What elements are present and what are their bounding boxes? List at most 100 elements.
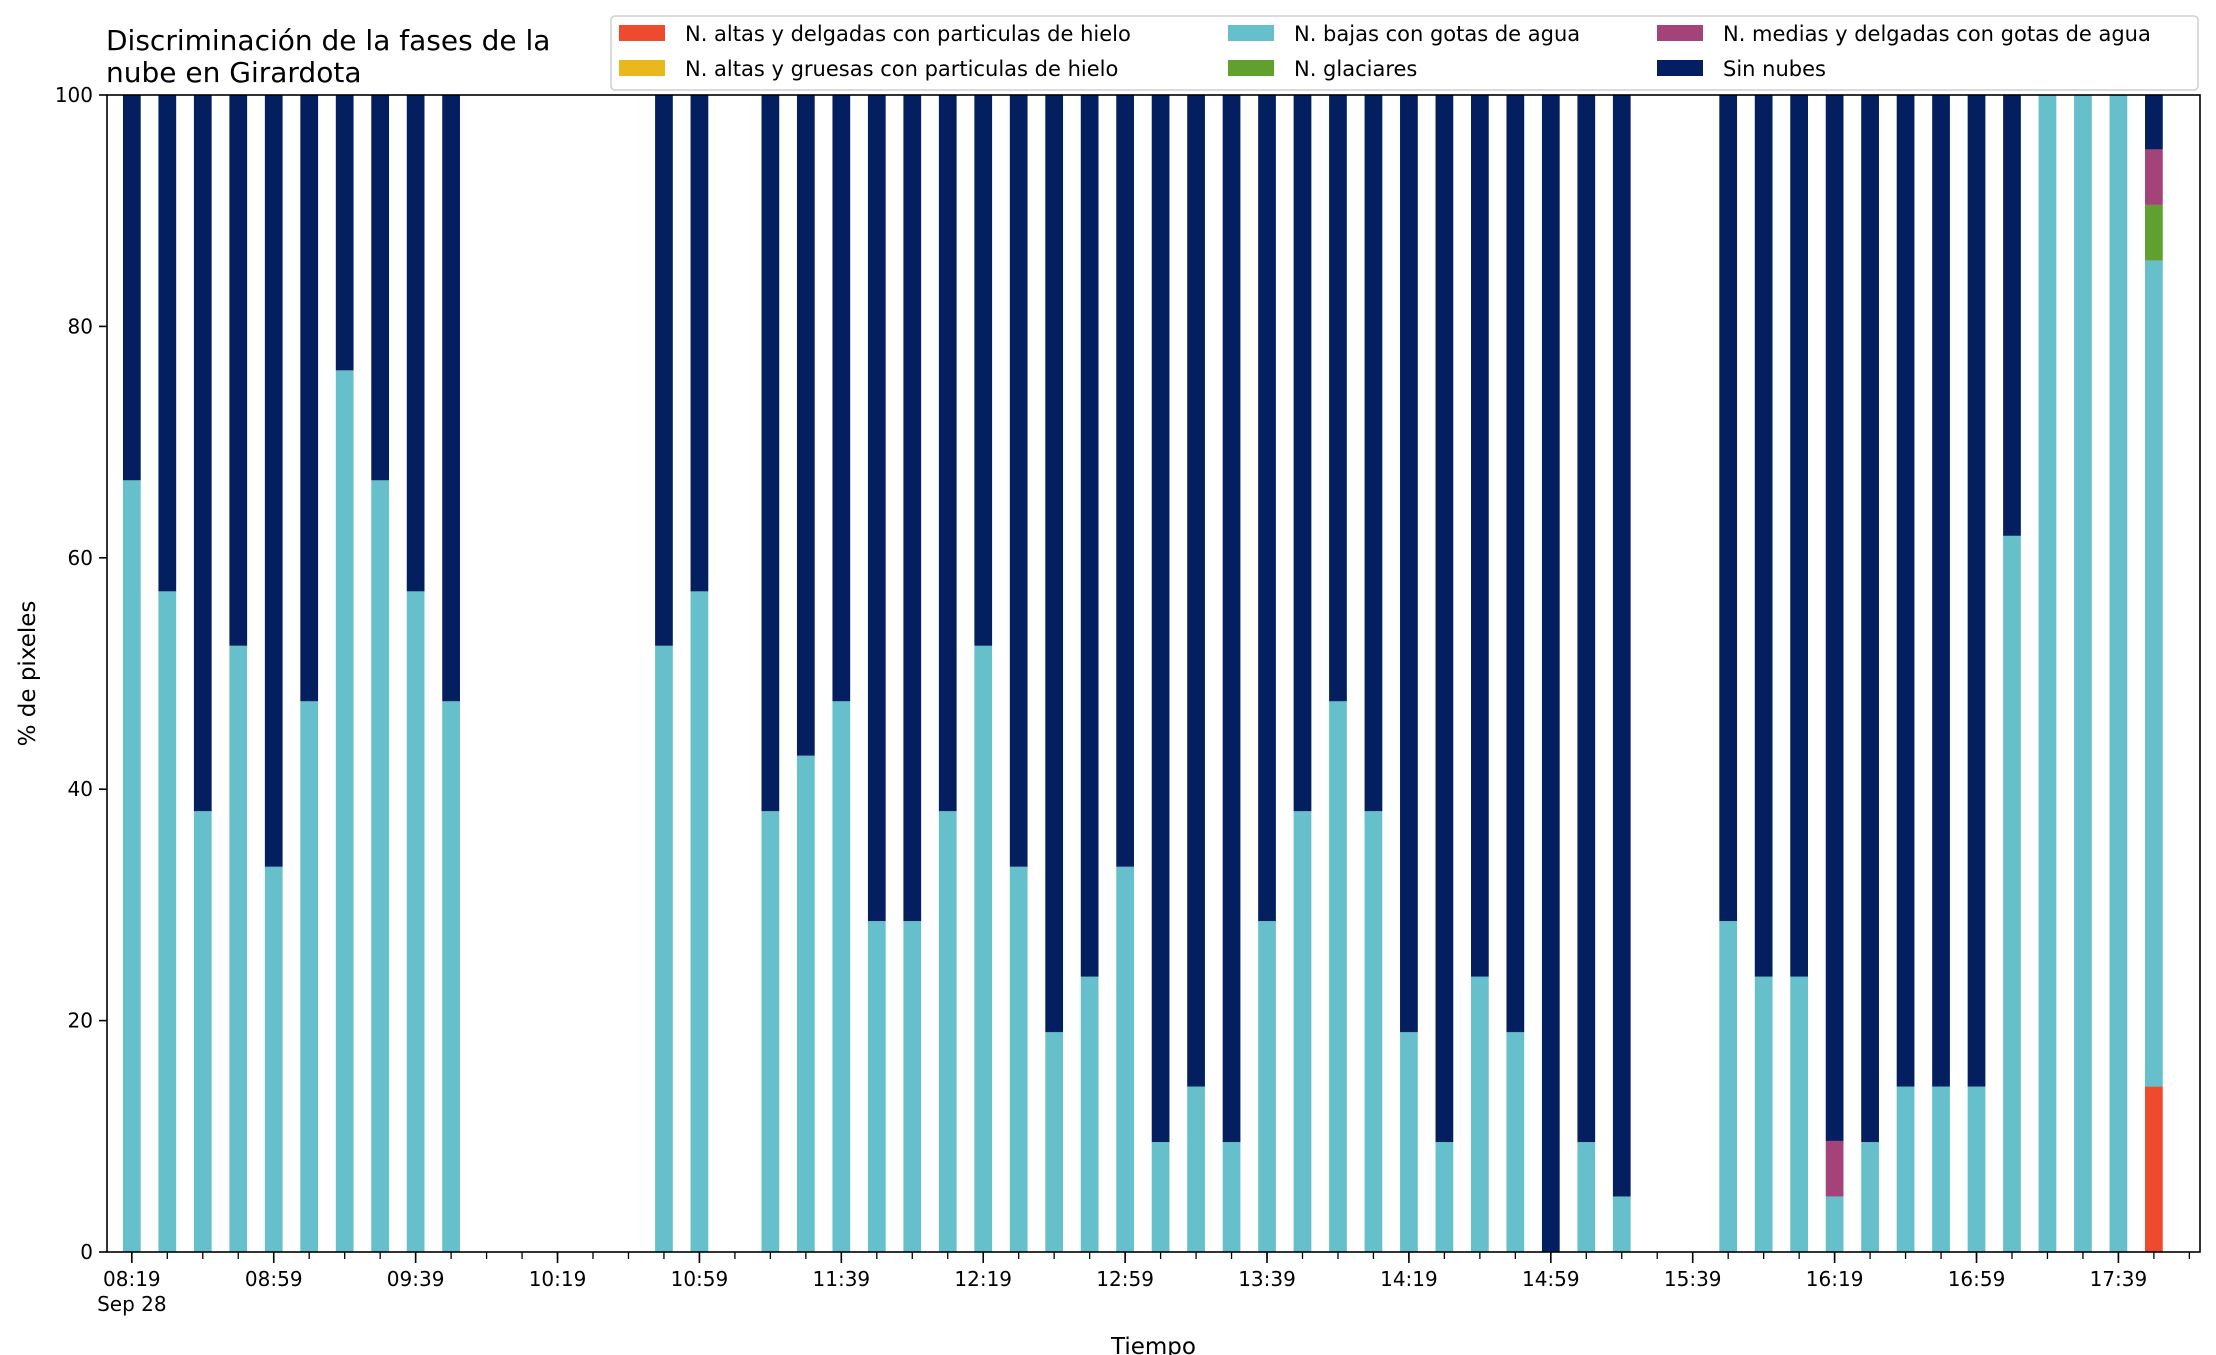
bar-segment: [1719, 95, 1738, 922]
bar-segment: [158, 95, 177, 592]
legend-label: N. altas y gruesas con particulas de hie…: [685, 57, 1118, 81]
bar-segment: [1825, 95, 1844, 1141]
x-tick-label: 13:39: [1238, 1267, 1296, 1291]
bar-segment: [1754, 976, 1773, 1252]
bar-segment: [1470, 976, 1489, 1252]
y-tick-label: 20: [68, 1009, 93, 1033]
plot-area-frame: [106, 94, 2201, 1253]
bar-segment: [193, 95, 212, 812]
bar-segment: [1577, 1142, 1596, 1252]
bar-segment: [1293, 811, 1312, 1252]
bar-segment: [1151, 95, 1170, 1143]
bar-segment: [1435, 1142, 1454, 1252]
bar-segment: [1258, 921, 1276, 1252]
bar-segment: [1116, 95, 1134, 867]
legend-label: N. altas y delgadas con particulas de hi…: [685, 22, 1131, 46]
bar-segment: [761, 811, 780, 1252]
x-date-label: Sep 28: [97, 1292, 167, 1316]
bar-segment: [1967, 95, 1986, 1087]
legend: N. altas y delgadas con particulas de hi…: [610, 15, 2199, 91]
x-tick-label: 16:19: [1806, 1267, 1864, 1291]
x-tick-label: 14:59: [1522, 1267, 1580, 1291]
x-axis-label: Tiempo: [1110, 1334, 1196, 1355]
bar-segment: [903, 921, 922, 1252]
legend-swatch: [1228, 25, 1274, 41]
bar-segment: [1896, 1086, 1915, 1252]
bar-segment: [300, 701, 319, 1252]
y-tick-label: 40: [68, 777, 93, 801]
bar-segment: [1187, 1086, 1205, 1252]
x-tick-label: 16:59: [1948, 1267, 2006, 1291]
bar-segment: [2003, 535, 2021, 1252]
x-tick-label: 14:19: [1380, 1267, 1438, 1291]
x-tick-label: 08:19: [103, 1267, 161, 1291]
bar-segment: [1541, 95, 1560, 1252]
chart-title-line: nube en Girardota: [106, 56, 361, 89]
y-axis: 0 20 40 60 80 100: [55, 83, 107, 1264]
legend-swatch: [619, 25, 665, 41]
bar-segment: [1861, 95, 1879, 1143]
bar-segment: [1825, 1140, 1844, 1197]
bar-segment: [335, 95, 354, 371]
bar-segment: [796, 755, 815, 1252]
bar-segment: [442, 95, 460, 702]
bar-segment: [193, 811, 212, 1252]
bar-segment: [1329, 95, 1347, 702]
bar-segment: [371, 95, 390, 481]
y-tick-label: 80: [68, 314, 93, 338]
legend-label: N. medias y delgadas con gotas de agua: [1723, 22, 2151, 46]
bar-segment: [1187, 95, 1205, 1087]
bar-segment: [1116, 866, 1134, 1252]
bar-segment: [1470, 95, 1489, 977]
bar-segment: [122, 480, 141, 1252]
bar-segment: [2074, 95, 2092, 1252]
bar-segment: [122, 95, 141, 481]
bar-segment: [1577, 95, 1596, 1143]
bar-segment: [2145, 149, 2163, 205]
legend-label: Sin nubes: [1723, 57, 1826, 81]
bar-segment: [300, 95, 319, 702]
y-axis-label: % de pixeles: [15, 601, 41, 747]
x-tick-label: 10:19: [529, 1267, 587, 1291]
bar-segment: [832, 701, 851, 1252]
bar-segment: [1825, 1196, 1844, 1252]
bar-segment: [229, 95, 248, 646]
bar-segment: [1293, 95, 1312, 812]
legend-label: N. glaciares: [1294, 57, 1417, 81]
bar-segment: [2109, 95, 2128, 1252]
bar-segment: [1932, 1086, 1950, 1252]
bar-segment: [158, 591, 177, 1252]
bar-segment: [406, 95, 425, 592]
bar-segment: [2038, 95, 2057, 1252]
bar-segment: [1364, 811, 1383, 1252]
bar-segment: [974, 645, 993, 1252]
chart-title-line: Discriminación de la fases de la: [106, 24, 550, 57]
bar-segment: [655, 95, 673, 646]
bar-segment: [2145, 260, 2163, 1087]
x-tick-label: 09:39: [387, 1267, 445, 1291]
bar-segment: [761, 95, 780, 812]
bar-segment: [1612, 1196, 1631, 1252]
x-tick-label: 12:19: [954, 1267, 1012, 1291]
bar-segment: [1612, 95, 1631, 1197]
bar-segment: [796, 95, 815, 756]
bar-segment: [406, 591, 425, 1252]
bar-segment: [1932, 95, 1950, 1087]
bar-segment: [690, 95, 709, 592]
x-tick-label: 08:59: [245, 1267, 303, 1291]
y-tick-label: 0: [80, 1240, 93, 1264]
y-tick-label: 60: [68, 546, 93, 570]
bar-segment: [867, 921, 886, 1252]
bar-segment: [264, 866, 283, 1252]
bar-segment: [1861, 1142, 1879, 1252]
x-tick-label: 17:39: [2090, 1267, 2148, 1291]
legend-swatch: [1228, 60, 1274, 76]
bar-segment: [1754, 95, 1773, 977]
bar-segment: [1222, 1142, 1241, 1252]
bar-segment: [1045, 95, 1064, 1033]
bar-segment: [938, 95, 957, 812]
bar-segment: [1506, 1032, 1525, 1252]
bar-segment: [2145, 1086, 2163, 1252]
